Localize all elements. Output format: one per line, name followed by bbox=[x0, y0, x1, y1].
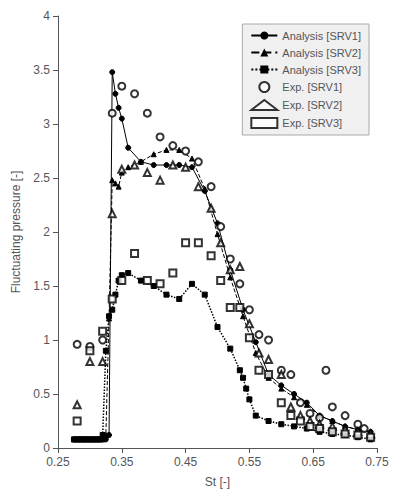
svg-text:0.35: 0.35 bbox=[110, 455, 134, 469]
svg-text:2: 2 bbox=[43, 225, 50, 239]
svg-text:Exp. [SRV3]: Exp. [SRV3] bbox=[282, 117, 342, 129]
svg-text:Exp. [SRV2]: Exp. [SRV2] bbox=[282, 99, 342, 111]
svg-text:0.45: 0.45 bbox=[174, 455, 198, 469]
svg-text:0.55: 0.55 bbox=[238, 455, 262, 469]
svg-text:Exp. [SRV1]: Exp. [SRV1] bbox=[282, 81, 342, 93]
svg-text:4: 4 bbox=[43, 9, 50, 23]
svg-text:3.5: 3.5 bbox=[33, 63, 50, 77]
svg-text:0.25: 0.25 bbox=[46, 455, 70, 469]
svg-text:2.5: 2.5 bbox=[33, 171, 50, 185]
svg-text:0.5: 0.5 bbox=[33, 387, 50, 401]
svg-text:Analysis [SRV2]: Analysis [SRV2] bbox=[282, 47, 361, 59]
svg-text:Analysis [SRV1]: Analysis [SRV1] bbox=[282, 30, 361, 42]
svg-text:Fluctuating pressure [-]: Fluctuating pressure [-] bbox=[9, 171, 23, 294]
svg-text:St [-]: St [-] bbox=[205, 475, 230, 489]
svg-text:3: 3 bbox=[43, 117, 50, 131]
svg-text:0: 0 bbox=[43, 441, 50, 455]
svg-text:0.75: 0.75 bbox=[365, 455, 389, 469]
svg-text:0.65: 0.65 bbox=[302, 455, 326, 469]
svg-text:Analysis [SRV3]: Analysis [SRV3] bbox=[282, 64, 361, 76]
svg-text:1: 1 bbox=[43, 333, 50, 347]
svg-text:1.5: 1.5 bbox=[33, 279, 50, 293]
